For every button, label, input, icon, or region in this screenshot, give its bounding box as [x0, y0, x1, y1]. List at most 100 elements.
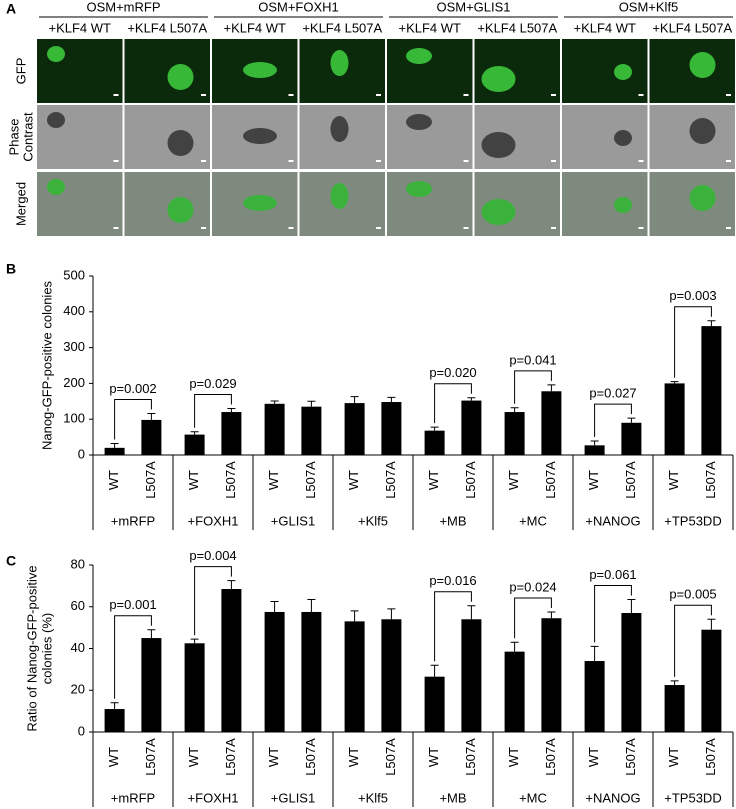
scale-bar [463, 160, 469, 162]
micrograph [387, 39, 473, 103]
error-bar [270, 601, 279, 612]
scale-bar [288, 227, 294, 229]
error-bar [627, 417, 636, 423]
colony [406, 181, 432, 197]
y-axis-label: colonies (%) [39, 613, 54, 685]
x-tick-label: L507A [543, 738, 558, 776]
x-tick-label: L507A [383, 738, 398, 776]
bar [221, 589, 242, 732]
bar [424, 676, 445, 732]
error-bar [147, 629, 156, 639]
scale-bar [726, 160, 731, 162]
group-header: OSM+FOXH1 [258, 0, 339, 14]
x-tick-label: WT [346, 470, 361, 490]
scale-bar [551, 94, 556, 96]
micrograph [387, 105, 473, 169]
colony [167, 64, 194, 90]
significance-bracket [114, 615, 152, 699]
group-label: +TP53DD [664, 790, 721, 805]
scale-bar [288, 160, 294, 162]
bar [621, 422, 642, 455]
colony [243, 195, 277, 211]
bar [424, 430, 445, 455]
scale-bar [201, 160, 206, 162]
error-bar [510, 407, 519, 413]
significance-bracket [674, 306, 712, 378]
bar [381, 402, 402, 455]
subgroup-header: +KLF4 WT [574, 20, 637, 35]
group-header: OSM+mRFP [86, 0, 160, 14]
error-bar [350, 396, 359, 404]
bar [104, 709, 125, 732]
p-value: p=0.004 [189, 548, 236, 563]
bar [344, 403, 365, 455]
group-label: +Klf5 [358, 790, 388, 805]
x-tick-label: L507A [623, 738, 638, 776]
y-tick-label: 80 [71, 556, 85, 571]
subgroup-header: +KLF4 WT [49, 20, 112, 35]
y-tick-label: 400 [63, 303, 85, 318]
bar [221, 412, 242, 455]
scale-bar [113, 227, 119, 229]
scale-bar [201, 94, 206, 96]
subgroup-header: +KLF4 L507A [652, 20, 732, 35]
p-value: p=0.001 [109, 597, 156, 612]
group-header: OSM+Klf5 [619, 0, 679, 14]
bar [184, 643, 205, 732]
error-bar [387, 396, 396, 403]
subgroup-header: +KLF4 L507A [127, 20, 207, 35]
x-tick-label: WT [666, 747, 681, 767]
micrograph [562, 39, 648, 103]
group-label: +MC [519, 513, 547, 528]
scale-bar [638, 227, 644, 229]
significance-bracket [194, 393, 232, 428]
error-bar [627, 598, 636, 614]
significance-bracket [514, 597, 552, 639]
colony [47, 112, 65, 128]
scale-bar [638, 160, 644, 162]
bar [701, 326, 722, 455]
group-label: +FOXH1 [188, 513, 239, 528]
p-value: p=0.002 [109, 381, 156, 396]
bar [184, 434, 205, 455]
error-bar [670, 381, 679, 384]
scale-bar [376, 94, 381, 96]
p-value: p=0.005 [669, 587, 716, 602]
scale-bar [638, 94, 644, 96]
scale-bar [463, 227, 469, 229]
x-tick-label: L507A [703, 461, 718, 499]
error-bar [510, 641, 519, 652]
error-bar [590, 440, 599, 446]
colony [406, 114, 432, 130]
micrograph [562, 105, 648, 169]
bar [701, 629, 722, 732]
bar [141, 419, 162, 455]
y-tick-label: 100 [63, 411, 85, 426]
x-tick-label: L507A [303, 461, 318, 499]
x-tick-label: WT [506, 470, 521, 490]
p-value: p=0.020 [429, 365, 476, 380]
row-label: GFP [13, 58, 28, 85]
error-bar [307, 400, 316, 407]
colony [481, 132, 516, 158]
group-label: +GLIS1 [271, 513, 315, 528]
error-bar [430, 426, 439, 431]
scale-bar [463, 94, 469, 96]
group-label: +FOXH1 [188, 790, 239, 805]
bar [584, 445, 605, 455]
significance-bracket [674, 604, 712, 677]
bar [381, 619, 402, 732]
error-bar [430, 664, 439, 677]
p-value: p=0.029 [189, 376, 236, 391]
subgroup-header: +KLF4 L507A [477, 20, 557, 35]
error-bar [707, 618, 716, 630]
row-label: Merged [13, 182, 28, 226]
x-tick-label: L507A [543, 461, 558, 499]
x-tick-label: WT [586, 470, 601, 490]
colony [614, 64, 632, 80]
error-bar [670, 680, 679, 686]
bar [461, 619, 482, 732]
group-label: +mRFP [111, 790, 155, 805]
scale-bar [726, 94, 731, 96]
group-label: +GLIS1 [271, 790, 315, 805]
